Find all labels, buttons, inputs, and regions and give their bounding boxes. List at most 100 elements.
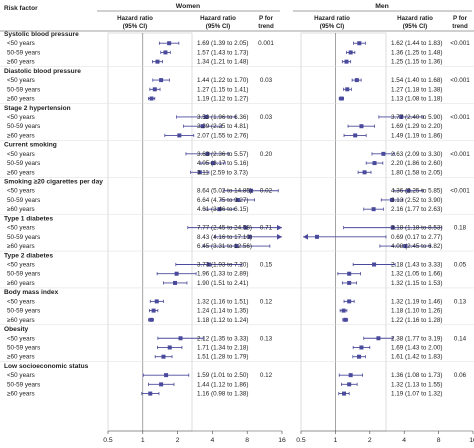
row-label: <50 years [7, 114, 35, 121]
row-label: 50-59 years [7, 308, 40, 315]
row-label: ≥60 years [7, 96, 35, 103]
men-point-estimate [348, 50, 353, 55]
row-label: ≥60 years [7, 243, 35, 250]
women-point-estimate [149, 96, 154, 101]
women-point-estimate [205, 151, 210, 156]
row-label: <50 years [7, 77, 35, 84]
men-hr-text: 3.77 (2.40 to 5.90) [391, 114, 442, 121]
group-label: Type 1 diabetes [4, 215, 53, 222]
women-hr-text: 1.18 (1.12 to 1.24) [197, 317, 248, 324]
women-point-estimate [247, 234, 252, 239]
women-hr-header-line1: Hazard ratio [117, 15, 153, 22]
men-point-estimate [348, 373, 353, 378]
men-hr-text: 1.54 (1.40 to 1.68) [391, 77, 442, 84]
row-label: ≥60 years [7, 169, 35, 176]
women-point-estimate [149, 317, 154, 322]
men-x-tick-label: 8 [437, 437, 441, 444]
women-hr-text: 2.07 (1.55 to 2.76) [197, 132, 248, 139]
men-hr-text: 4.08 (2.45 to 6.82) [391, 243, 442, 250]
row-label: <50 years [7, 151, 35, 158]
row-label: 50-59 years [7, 86, 40, 93]
women-hr-text: 3.29 (2.25 to 4.81) [197, 123, 248, 130]
women-point-estimate [177, 133, 182, 138]
women-hr-text: 1.44 (1.12 to 1.86) [197, 381, 248, 388]
group-label: Smoking ≥20 cigarettes per day [4, 179, 103, 186]
men-hr-text: 1.32 (1.19 to 1.46) [391, 298, 442, 305]
women-hr-text: 1.51 (1.28 to 1.79) [197, 354, 248, 361]
men-hr-header-line1: Hazard ratio [314, 15, 350, 22]
women-p-trend: 0.20 [260, 151, 273, 158]
women-p-trend: 0.12 [260, 298, 273, 305]
men-hr-text: 1.69 (1.43 to 2.00) [391, 344, 442, 351]
group-label: Type 2 diabetes [4, 252, 53, 259]
women-point-estimate [249, 188, 254, 193]
men-point-estimate [347, 382, 352, 387]
plot-area: 0.5 1 2 4 8 16 0.5 1 2 4 8 16 Systolic blood pressur… [0, 31, 474, 444]
row-label: 50-59 years [7, 271, 40, 278]
women-p-trend: 0.03 [260, 77, 273, 84]
men-hr-text: 2.38 (1.77 to 3.19) [391, 335, 442, 342]
women-point-estimate [204, 114, 209, 119]
men-p-trend: <0.001 [450, 77, 470, 84]
women-point-estimate [197, 170, 202, 175]
group-label: Low socioeconomic status [4, 363, 89, 370]
men-p-trend: 0.13 [454, 298, 467, 305]
women-point-estimate [152, 87, 157, 92]
women-p-trend: 0.02 [260, 188, 273, 195]
group-label: Systolic blood pressure [4, 31, 79, 38]
men-point-estimate [390, 225, 395, 230]
men-hr-text: 1.69 (1.29 to 2.20) [391, 123, 442, 130]
men-x-tick-label: 1 [334, 437, 338, 444]
women-p-trend: 0.03 [260, 114, 273, 121]
row-label: ≥60 years [7, 132, 35, 139]
men-hr-text: 1.25 (1.15 to 1.36) [391, 59, 442, 66]
men-hr-text: 1.32 (1.05 to 1.66) [391, 271, 442, 278]
women-x-tick-label: 0.5 [103, 437, 113, 444]
men-point-estimate [372, 161, 377, 166]
men-point-estimate [357, 354, 362, 359]
men-p-trend: 0.18 [454, 225, 467, 232]
women-hr-text: 8.64 (5.02 to 14.85) [197, 188, 252, 195]
women-point-estimate [148, 391, 153, 396]
men-hr-text: 1.36 (1.08 to 1.73) [391, 372, 442, 379]
risk-factor-header: Risk factor [4, 5, 38, 12]
women-hrtext-header-line1: Hazard ratio [200, 15, 236, 22]
men-hr-text: 3.18 (1.18 to 8.53) [391, 225, 442, 232]
women-hr-text: 1.32 (1.16 to 1.51) [197, 298, 248, 305]
men-p-trend: <0.001 [450, 188, 470, 195]
group-label: Current smoking [4, 142, 57, 149]
men-point-estimate [359, 124, 364, 129]
men-point-estimate [359, 345, 364, 350]
men-hr-text: 2.16 (1.77 to 2.63) [391, 206, 442, 213]
women-hr-text: 1.69 (1.39 to 2.05) [197, 40, 248, 47]
men-hr-text: 4.36 (3.25 to 5.85) [391, 188, 442, 195]
men-hr-text: 1.27 (1.18 to 1.38) [391, 86, 442, 93]
men-point-estimate [347, 280, 352, 285]
men-p-trend: 0.05 [454, 262, 467, 269]
women-hr-text: 3.11 (2.59 to 3.73) [197, 169, 248, 176]
row-label: 50-59 years [7, 160, 40, 167]
women-p-trend: 0.12 [260, 372, 273, 379]
row-label: 50-59 years [7, 344, 40, 351]
group-label: Obesity [4, 326, 29, 333]
men-hr-text: 2.18 (1.43 to 3.33) [391, 262, 442, 269]
row-label: 50-59 years [7, 381, 40, 388]
men-point-estimate [343, 317, 348, 322]
women-point-estimate [164, 373, 169, 378]
men-hr-header-line2: (95% CI) [320, 23, 344, 30]
women-point-estimate [235, 197, 240, 202]
row-label: <50 years [7, 262, 35, 269]
men-hrtext-header-line2: (95% CI) [403, 23, 427, 30]
women-ci-arrow-right [277, 224, 282, 231]
women-x-tick-label: 2 [176, 437, 180, 444]
row-label: ≥60 years [7, 317, 35, 324]
men-p-trend: <0.001 [450, 114, 470, 121]
men-point-estimate [347, 299, 352, 304]
men-hr-text: 1.22 (1.16 to 1.28) [391, 317, 442, 324]
women-hr-text: 6.64 (4.75 to 9.27) [197, 197, 248, 204]
women-point-estimate [167, 345, 172, 350]
men-point-estimate [344, 59, 349, 64]
women-hr-text: 1.34 (1.21 to 1.48) [197, 59, 248, 66]
men-hr-text: 1.19 (1.07 to 1.32) [391, 391, 442, 398]
